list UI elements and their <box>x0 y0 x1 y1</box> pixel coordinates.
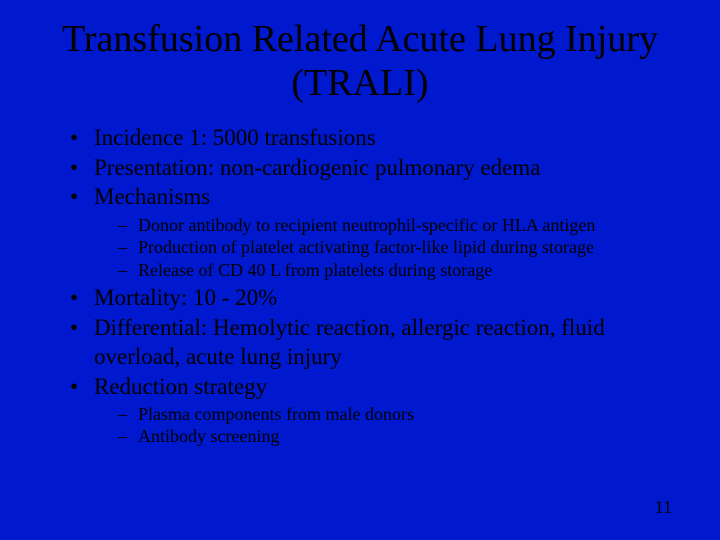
list-item: Plasma components from male donors <box>122 403 672 426</box>
bullet-text: Incidence 1: 5000 transfusions <box>94 125 376 150</box>
bullet-list: Incidence 1: 5000 transfusions Presentat… <box>48 123 672 448</box>
bullet-text: Reduction strategy <box>94 374 267 399</box>
list-item: Release of CD 40 L from platelets during… <box>122 259 672 282</box>
sub-bullet-text: Antibody screening <box>138 426 279 446</box>
sub-bullet-text: Plasma components from male donors <box>138 404 414 424</box>
slide-title: Transfusion Related Acute Lung Injury (T… <box>48 18 672 105</box>
list-item: Incidence 1: 5000 transfusions <box>76 123 672 152</box>
bullet-text: Mechanisms <box>94 184 210 209</box>
sub-bullet-text: Donor antibody to recipient neutrophil-s… <box>138 215 595 235</box>
list-item: Differential: Hemolytic reaction, allerg… <box>76 313 672 372</box>
bullet-text: Presentation: non-cardiogenic pulmonary … <box>94 155 540 180</box>
bullet-text: Mortality: 10 - 20% <box>94 285 277 310</box>
page-number: 11 <box>655 497 672 518</box>
sub-bullet-list: Donor antibody to recipient neutrophil-s… <box>94 214 672 282</box>
sub-bullet-text: Release of CD 40 L from platelets during… <box>138 260 492 280</box>
sub-bullet-text: Production of platelet activating factor… <box>138 237 594 257</box>
bullet-text: Differential: Hemolytic reaction, allerg… <box>94 315 605 369</box>
slide-content: Transfusion Related Acute Lung Injury (T… <box>0 0 720 448</box>
list-item: Donor antibody to recipient neutrophil-s… <box>122 214 672 237</box>
list-item: Mechanisms Donor antibody to recipient n… <box>76 182 672 281</box>
sub-bullet-list: Plasma components from male donors Antib… <box>94 403 672 448</box>
list-item: Production of platelet activating factor… <box>122 236 672 259</box>
list-item: Reduction strategy Plasma components fro… <box>76 372 672 448</box>
list-item: Presentation: non-cardiogenic pulmonary … <box>76 153 672 182</box>
list-item: Antibody screening <box>122 425 672 448</box>
list-item: Mortality: 10 - 20% <box>76 283 672 312</box>
